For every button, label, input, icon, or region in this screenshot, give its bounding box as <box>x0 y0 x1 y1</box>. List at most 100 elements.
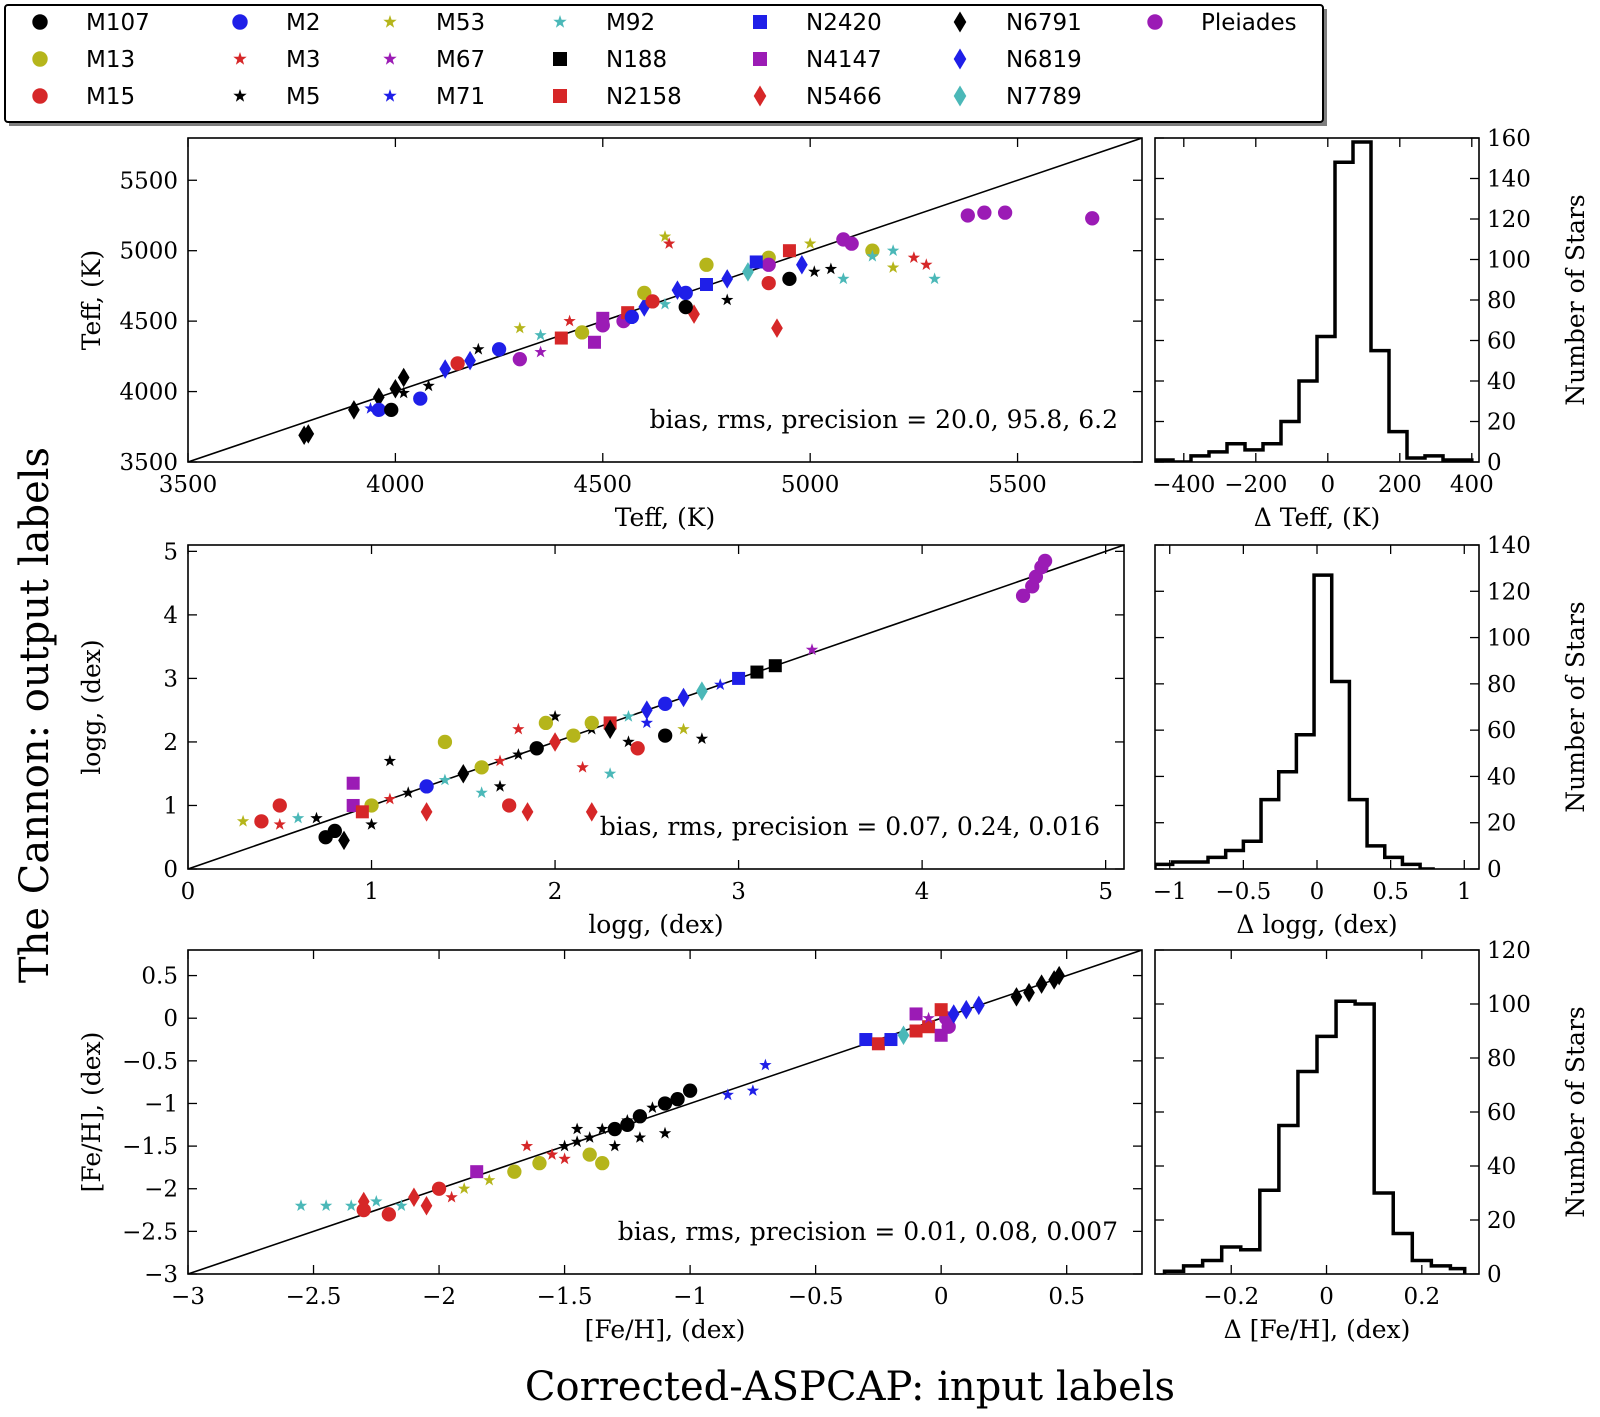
y-tick-label: 5500 <box>119 168 178 194</box>
x-tick-label: 4 <box>915 879 930 905</box>
data-point-m92 <box>294 1199 308 1211</box>
data-point-pleiades <box>1085 211 1100 226</box>
y-axis-label: Number of Stars <box>1561 601 1590 813</box>
data-point-m15 <box>630 741 645 756</box>
data-point-m5 <box>721 293 734 306</box>
legend-marker-m13 <box>32 51 48 67</box>
data-point-m53 <box>804 237 817 249</box>
legend-item-m13: M13 <box>32 47 135 73</box>
histogram-bar <box>1367 846 1385 869</box>
data-point-m5 <box>310 811 323 824</box>
y-tick-label: 100 <box>1487 992 1531 1018</box>
histogram-bar <box>1261 800 1279 869</box>
plot-area <box>188 138 1142 462</box>
legend-label: N5466 <box>806 84 882 110</box>
data-point-m3 <box>576 760 589 773</box>
y-tick-label: −2.5 <box>122 1219 178 1245</box>
legend-item-n2158: N2158 <box>553 84 682 110</box>
data-point-m15 <box>450 356 465 371</box>
data-point-m13 <box>437 734 453 750</box>
y-tick-label: 4 <box>163 603 178 629</box>
data-point-n188 <box>768 659 782 673</box>
data-point-m13 <box>538 715 554 731</box>
y-tick-label: −3 <box>144 1262 178 1288</box>
data-point-n4147 <box>470 1165 484 1179</box>
panel-3: bias, rms, precision = 0.01, 0.08, 0.007… <box>77 949 1143 1344</box>
histogram-bar <box>1393 1234 1412 1275</box>
data-point-m3 <box>512 722 525 735</box>
data-point-m15 <box>254 814 269 829</box>
figure-xlabel: Corrected-ASPCAP: input labels <box>525 1364 1175 1410</box>
legend-item-n188: N188 <box>553 47 667 73</box>
data-point-n5466 <box>521 802 534 822</box>
legend-item-n2420: N2420 <box>753 10 882 36</box>
histogram-bar <box>1299 381 1317 462</box>
data-point-m71 <box>364 402 377 414</box>
y-tick-label: 100 <box>1487 248 1531 274</box>
data-point-m92 <box>866 249 879 262</box>
data-point-pleiades <box>1015 588 1031 603</box>
legend-marker-m5 <box>233 89 247 102</box>
legend-item-m5: M5 <box>233 84 320 110</box>
y-tick-label: 140 <box>1487 167 1531 193</box>
data-point-n5466 <box>420 802 433 822</box>
y-tick-label: 60 <box>1487 329 1516 355</box>
data-point-m15 <box>272 798 287 813</box>
legend-label: N2158 <box>606 84 682 110</box>
legend-label: M71 <box>436 84 485 110</box>
data-point-m5 <box>512 748 525 760</box>
x-tick-label: 0 <box>1319 1284 1334 1310</box>
data-point-n6791 <box>1053 965 1066 986</box>
data-point-n2158 <box>554 331 568 345</box>
x-tick-label: 1 <box>364 879 379 905</box>
data-point-n6791 <box>457 763 470 784</box>
data-point-m107 <box>678 299 693 315</box>
data-point-m5 <box>646 1101 659 1113</box>
x-tick-label: −3 <box>171 1284 205 1310</box>
x-tick-label: −1 <box>673 1284 707 1310</box>
data-point-m107 <box>657 1096 673 1111</box>
legend-label: M107 <box>86 10 150 36</box>
data-point-m107 <box>327 823 342 839</box>
histogram-bar <box>1298 1072 1317 1275</box>
plot-area <box>1155 573 1435 869</box>
x-tick-label: −400 <box>1152 472 1215 498</box>
data-point-n4147 <box>346 776 360 790</box>
histogram-bar <box>1296 735 1314 869</box>
legend-item-m107: M107 <box>32 10 150 36</box>
legend-marker-n7789 <box>953 85 967 107</box>
histogram-bar <box>1241 1250 1260 1274</box>
legend-label: M5 <box>286 84 320 110</box>
data-point-n4147 <box>909 1007 923 1021</box>
x-tick-label: 3500 <box>159 472 218 498</box>
y-tick-label: 60 <box>1487 1100 1516 1126</box>
histogram-bar <box>1263 444 1281 462</box>
plot-area <box>1155 140 1474 462</box>
y-tick-label: 40 <box>1487 764 1516 790</box>
histogram-bar <box>1226 850 1244 869</box>
data-point-n5466 <box>408 1187 420 1208</box>
data-point-m67 <box>805 643 819 656</box>
data-point-m53 <box>513 321 526 334</box>
data-point-m71 <box>640 716 653 729</box>
data-point-m5 <box>397 386 410 399</box>
plot-area <box>188 545 1124 869</box>
y-tick-label: −1.5 <box>122 1134 178 1160</box>
x-tick-label: 5500 <box>988 472 1047 498</box>
data-point-n6819 <box>796 255 808 275</box>
data-point-m2 <box>413 391 428 406</box>
data-point-m5 <box>402 786 415 798</box>
y-tick-label: 20 <box>1487 410 1516 436</box>
legend-label: M53 <box>436 10 485 36</box>
data-point-m2 <box>491 342 507 357</box>
data-point-n2420 <box>699 278 713 292</box>
data-point-m5 <box>570 1135 584 1148</box>
data-point-m92 <box>658 297 672 310</box>
data-point-m2 <box>658 696 673 711</box>
data-point-m107 <box>782 271 797 287</box>
panel-6: −0.2 0 0.2 0 20 40 60 80 100 120 Δ [Fe/H], (dex) Nu… <box>1154 938 1590 1344</box>
data-point-n6819 <box>640 700 653 720</box>
y-tick-label: 5 <box>163 539 178 565</box>
